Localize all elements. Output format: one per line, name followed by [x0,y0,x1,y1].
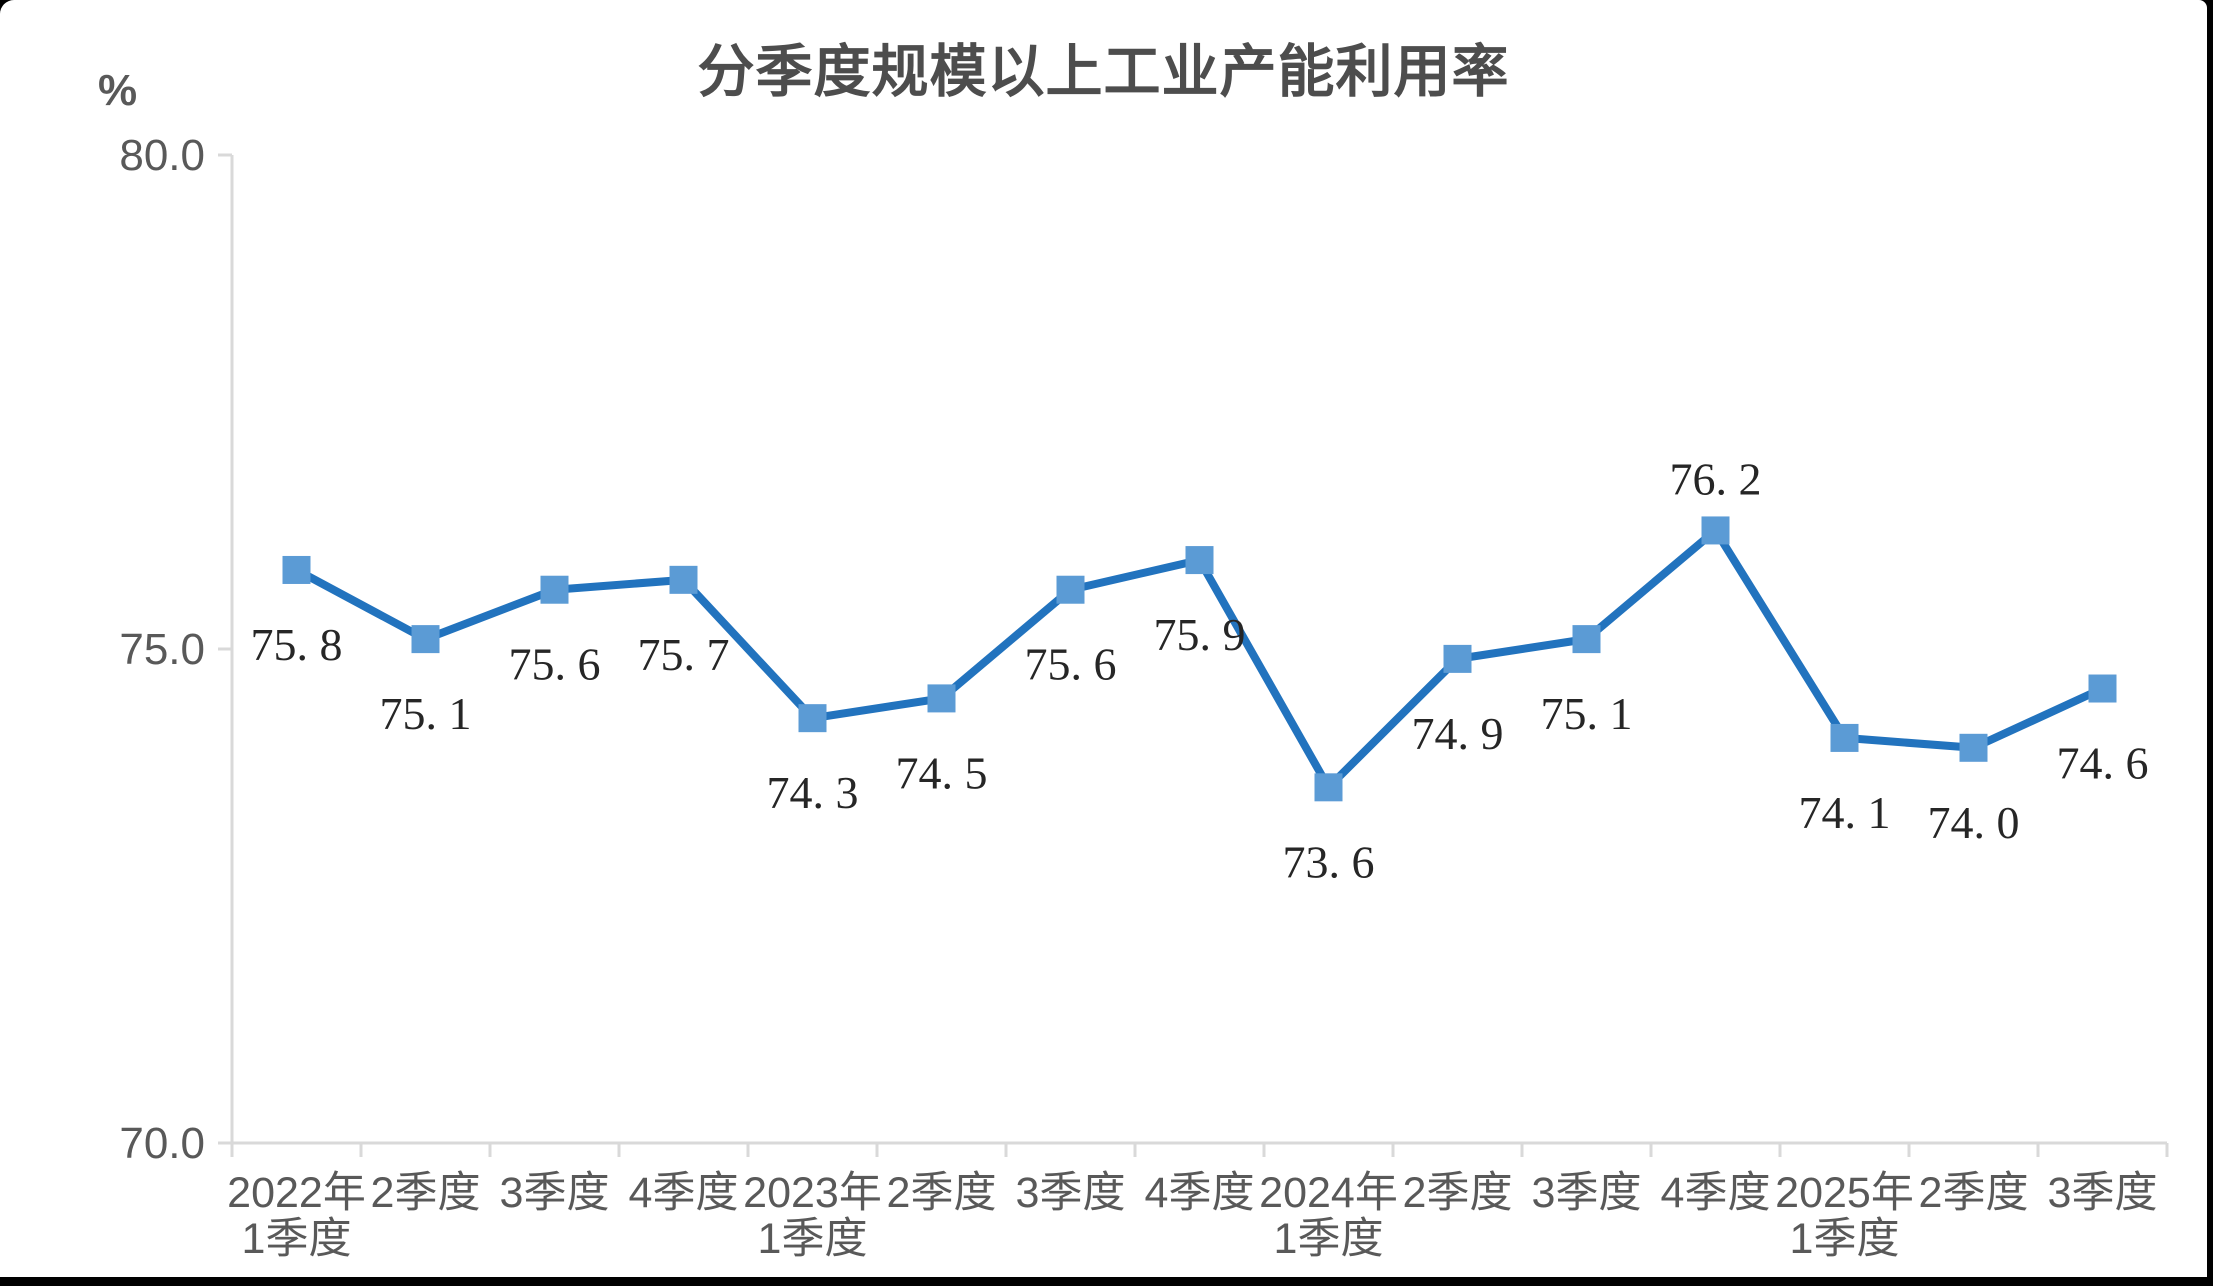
x-axis-label: 3季度 [1016,1169,1126,1217]
x-axis-label: 2023年 [743,1169,882,1217]
data-label: 73. 6 [1283,836,1375,887]
chart-title: 分季度规模以上工业产能利用率 [697,40,1510,104]
data-label: 74. 3 [767,767,859,818]
x-axis-label-line2: 1季度 [242,1215,352,1263]
x-axis-label-line2: 1季度 [1790,1215,1900,1263]
x-axis-label: 2季度 [371,1169,481,1217]
x-axis-label: 2025年 [1775,1169,1914,1217]
data-point-marker [1056,575,1085,604]
data-point-marker [2088,674,2117,703]
data-label: 75. 6 [509,639,601,690]
data-point-marker [927,684,956,713]
data-label: 75. 1 [380,688,472,739]
x-axis-label-line2: 1季度 [758,1215,868,1263]
x-axis-label: 4季度 [1661,1169,1771,1217]
data-point-marker [1185,546,1214,575]
x-axis-label: 4季度 [1145,1169,1255,1217]
y-axis-unit-label: % [98,66,138,115]
x-axis-label-line2: 1季度 [1274,1215,1384,1263]
data-label: 75. 8 [251,619,343,670]
data-label: 74. 6 [2057,738,2149,789]
x-axis-label: 3季度 [500,1169,610,1217]
data-point-marker [1959,733,1988,762]
data-point-marker [411,625,440,654]
x-axis-label: 2024年 [1259,1169,1398,1217]
data-label: 74. 1 [1799,787,1891,838]
data-label: 74. 5 [896,747,988,798]
data-label: 75. 6 [1025,639,1117,690]
y-axis-tick-label: 80.0 [119,131,205,180]
data-label: 75. 7 [638,629,730,680]
data-point-marker [1314,773,1343,802]
data-point-marker [798,704,827,733]
x-axis-label: 2022年 [227,1169,366,1217]
x-axis-label: 2季度 [1403,1169,1513,1217]
data-point-marker [669,565,698,594]
data-label: 74. 0 [1928,797,2020,848]
x-axis-label: 2季度 [1919,1169,2029,1217]
y-axis-tick-label: 70.0 [119,1119,205,1168]
x-axis-label: 3季度 [1532,1169,1642,1217]
data-point-marker [1443,644,1472,673]
data-label: 76. 2 [1670,453,1762,504]
data-point-marker [540,575,569,604]
data-point-marker [282,555,311,584]
x-axis-label: 3季度 [2048,1169,2158,1217]
data-point-marker [1572,625,1601,654]
x-axis-label: 2季度 [887,1169,997,1217]
data-label: 74. 9 [1412,708,1504,759]
data-label: 75. 9 [1154,609,1246,660]
x-axis-label: 4季度 [629,1169,739,1217]
y-axis-tick-label: 75.0 [119,625,205,674]
data-point-marker [1701,516,1730,545]
data-point-marker [1830,723,1859,752]
data-label: 75. 1 [1541,688,1633,739]
